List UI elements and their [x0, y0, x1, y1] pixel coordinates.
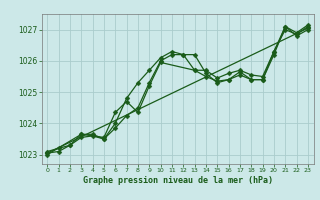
- X-axis label: Graphe pression niveau de la mer (hPa): Graphe pression niveau de la mer (hPa): [83, 176, 273, 185]
